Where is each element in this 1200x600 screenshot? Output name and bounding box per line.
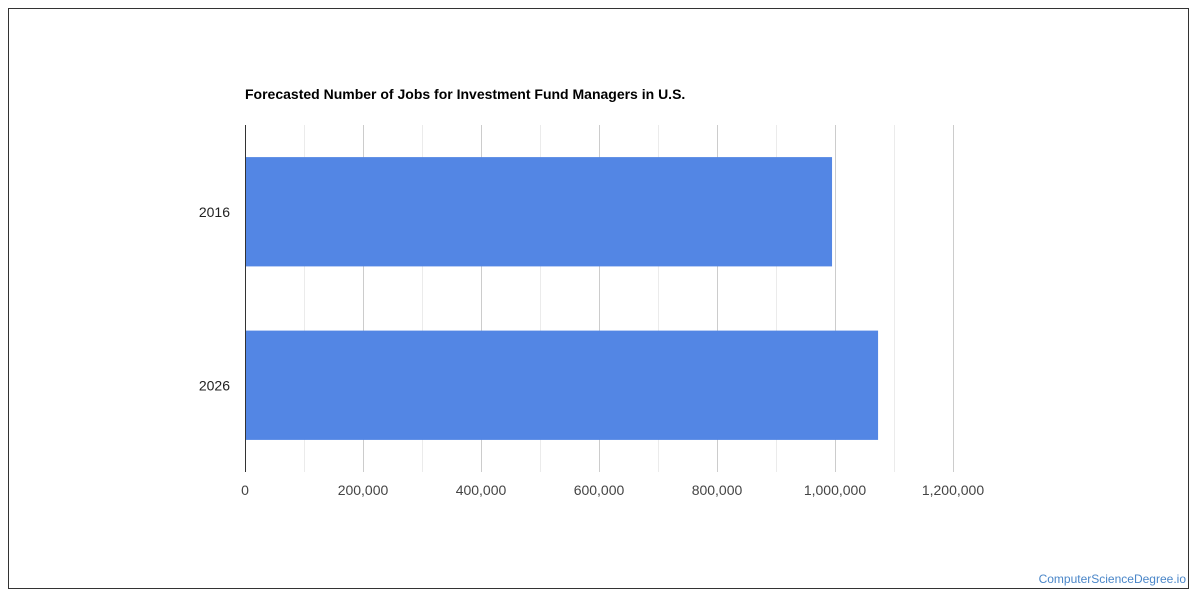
x-tick-label: 600,000 bbox=[574, 482, 625, 498]
y-tick-label-2026: 2026 bbox=[199, 377, 230, 393]
y-tick-label-2016: 2016 bbox=[199, 204, 230, 220]
chart-frame bbox=[8, 8, 1189, 589]
x-tick-label: 1,200,000 bbox=[922, 482, 984, 498]
bar-2016 bbox=[245, 157, 833, 267]
x-tick-label: 800,000 bbox=[692, 482, 743, 498]
x-tick-label: 400,000 bbox=[456, 482, 507, 498]
site-watermark[interactable]: ComputerScienceDegree.io bbox=[1038, 572, 1186, 586]
x-tick-label: 200,000 bbox=[338, 482, 389, 498]
bar-2026 bbox=[245, 330, 879, 440]
x-tick-label: 1,000,000 bbox=[804, 482, 866, 498]
chart-title: Forecasted Number of Jobs for Investment… bbox=[245, 86, 686, 102]
x-tick-label: 0 bbox=[241, 482, 249, 498]
